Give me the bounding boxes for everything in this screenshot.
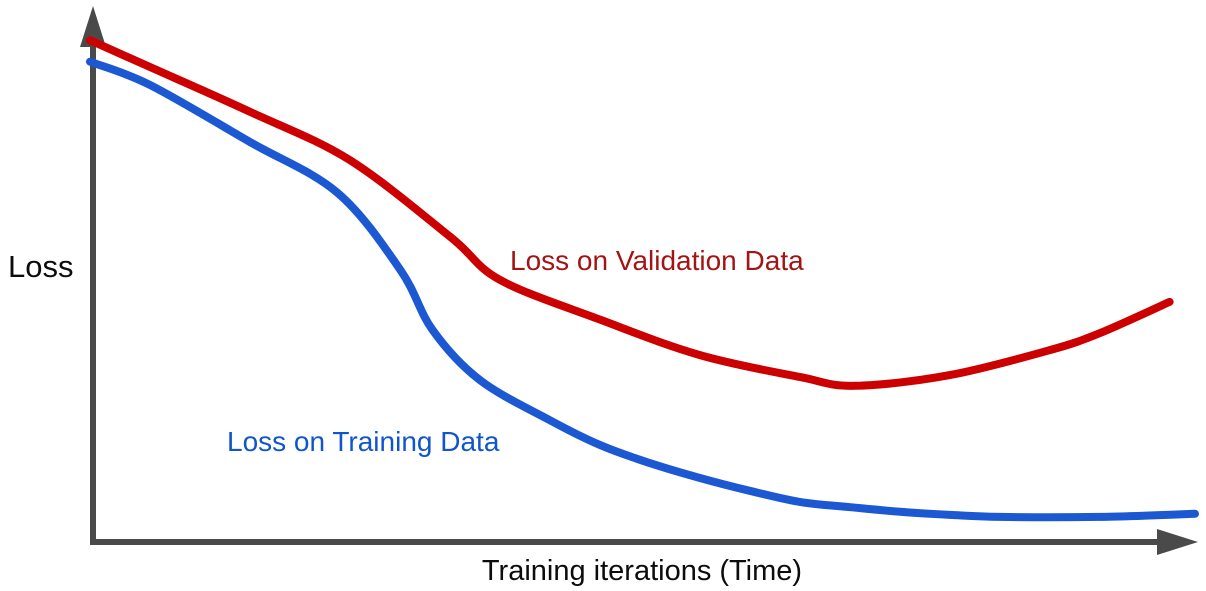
x-axis-label: Training iterations (Time)	[481, 555, 803, 587]
training-curve-label: Loss on Training Data	[227, 426, 500, 457]
y-axis-arrowhead-icon	[80, 6, 106, 47]
x-axis-arrowhead-icon	[1157, 529, 1198, 555]
y-axis-label: Loss	[8, 249, 74, 284]
validation-curve-label: Loss on Validation Data	[510, 245, 804, 276]
validation-loss-curve	[86, 36, 1174, 390]
training-loss-curve	[86, 57, 1199, 522]
